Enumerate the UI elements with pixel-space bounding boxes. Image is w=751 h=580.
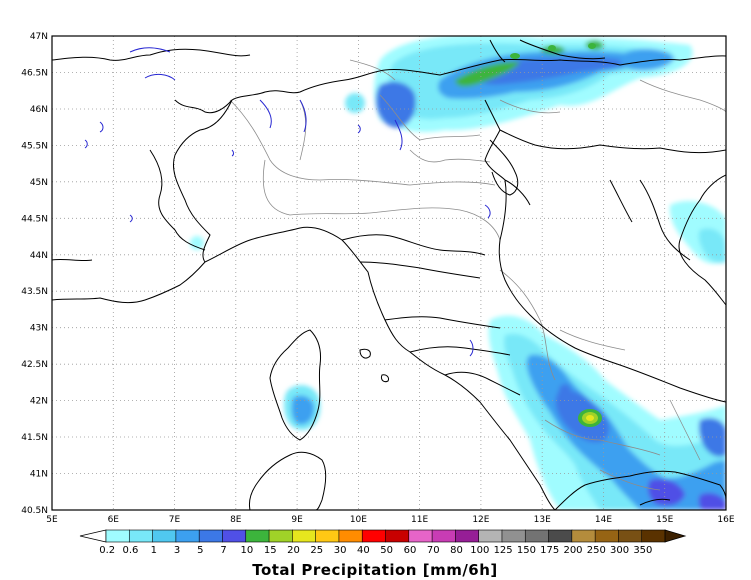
lat-label: 44N [30,251,48,261]
legend-swatch [361,529,387,543]
legend-label: 350 [633,545,652,556]
legend-swatch [268,529,293,543]
legend-label: 125 [494,545,513,556]
legend-label: 100 [470,545,489,556]
map-grid [52,36,726,510]
lakes [84,47,491,357]
legend-label: 15 [264,545,277,556]
legend-swatch [408,529,433,543]
legend-low-arrow [79,529,107,543]
lat-label: 44.5N [21,214,48,224]
legend-label: 1 [151,545,157,556]
lon-label: 12E [472,515,489,525]
map-content [52,36,726,510]
legend-swatch [315,529,340,543]
lat-label: 46N [30,105,48,115]
legend-swatch [524,529,550,543]
legend-label: 70 [427,545,440,556]
legend-swatch [292,529,317,543]
lon-label: 8E [230,515,242,525]
legend-label: 30 [334,545,347,556]
legend-swatch [501,529,526,543]
lat-label: 43.5N [21,287,48,297]
lat-label: 46.5N [21,69,48,79]
legend-swatch [455,529,480,543]
legend-swatch [128,529,154,543]
lon-label: 16E [717,515,734,525]
legend-swatch [594,529,620,543]
lon-label: 9E [291,515,303,525]
legend-swatch [245,529,270,543]
precipitation-cores [510,43,602,427]
legend-label: 10 [241,545,254,556]
legend-high-arrow [664,529,687,543]
lon-label: 7E [169,515,181,525]
lon-label: 11E [411,515,428,525]
legend-swatch [198,529,224,543]
lat-label: 45N [30,178,48,188]
lon-label: 15E [656,515,673,525]
map-frame [51,35,727,511]
legend-swatch [105,529,130,543]
lon-label: 5E [46,515,58,525]
legend-swatch [478,529,503,543]
legend-label: 20 [287,545,300,556]
lon-label: 14E [595,515,612,525]
legend-label: 175 [540,545,559,556]
legend-swatch [338,529,363,543]
legend-label: 0.2 [99,545,115,556]
legend-label: 0.6 [123,545,139,556]
map-title: Total Precipitation [mm/6h] [252,561,498,579]
legend-swatch [548,529,573,543]
legend-swatch [641,529,666,543]
lat-axis-labels: 47N 46.5N 46N 45.5N 45N 44.5N 44N 43.5N … [21,32,48,516]
legend-swatch [152,529,177,543]
legend-label: 200 [563,545,582,556]
legend-label: 80 [450,545,463,556]
legend-label: 3 [174,545,180,556]
legend-label: 150 [517,545,536,556]
lat-label: 42N [30,397,48,407]
legend-swatch [618,529,643,543]
legend-label: 250 [587,545,606,556]
lon-label: 13E [534,515,551,525]
legend-swatch [222,529,247,543]
legend-swatch [385,529,410,543]
legend-swatch [175,529,200,543]
lat-label: 42.5N [21,360,48,370]
lat-label: 40.5N [21,506,48,516]
legend-label: 7 [220,545,226,556]
lon-axis-labels: 5E 6E 7E 8E 9E 10E 11E 12E 13E 14E 15E 1… [46,515,735,525]
lat-label: 41.5N [21,433,48,443]
legend-label: 40 [357,545,370,556]
legend-label: 25 [310,545,323,556]
lat-label: 45.5N [21,141,48,151]
legend-swatch [571,529,596,543]
color-legend: 0.2 0.6 1 3 5 7 10 15 20 25 30 40 50 60 70 80 100 125 150 1… [79,529,687,556]
coastlines-and-borders [52,39,726,510]
lon-label: 6E [108,515,120,525]
legend-label: 50 [380,545,393,556]
legend-swatch [431,529,456,543]
lat-label: 47N [30,32,48,42]
lat-label: 41N [30,470,48,480]
legend-label: 300 [610,545,629,556]
lon-label: 10E [350,515,367,525]
lat-label: 43N [30,324,48,334]
legend-label: 5 [197,545,203,556]
regional-borders [229,59,726,491]
legend-label: 60 [404,545,417,556]
